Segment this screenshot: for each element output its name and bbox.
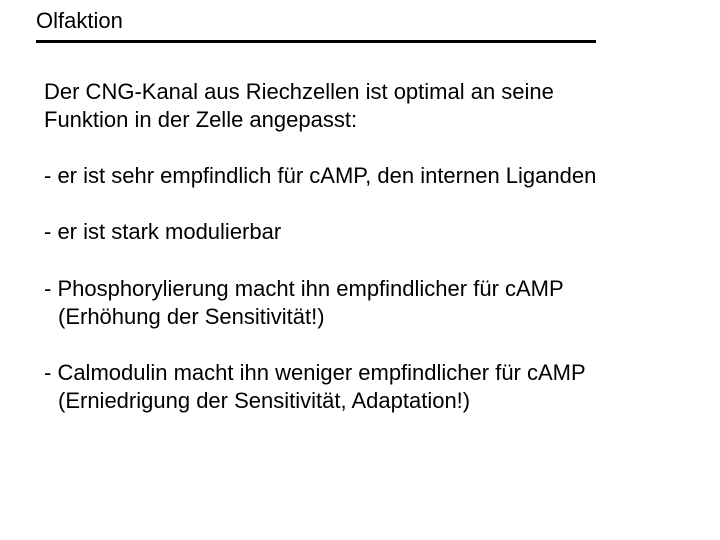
bullet-2: - er ist stark modulierbar <box>44 218 664 246</box>
title-block: Olfaktion <box>36 8 596 43</box>
intro-line-2: Funktion in der Zelle angepasst: <box>44 107 357 132</box>
bullet-4: - Calmodulin macht ihn weniger empfindli… <box>44 359 664 415</box>
bullet-3: - Phosphorylierung macht ihn empfindlich… <box>44 275 664 331</box>
slide-title: Olfaktion <box>36 8 596 38</box>
bullet-3-line-1: - Phosphorylierung macht ihn empfindlich… <box>44 276 564 301</box>
slide: Olfaktion Der CNG-Kanal aus Riechzellen … <box>0 0 720 540</box>
bullet-3-line-2: (Erhöhung der Sensitivität!) <box>44 304 325 329</box>
slide-body: Der CNG-Kanal aus Riechzellen ist optima… <box>44 78 664 443</box>
title-underline <box>36 40 596 43</box>
bullet-1: - er ist sehr empfindlich für cAMP, den … <box>44 162 664 190</box>
bullet-4-line-2: (Erniedrigung der Sensitivität, Adaptati… <box>44 388 470 413</box>
intro-paragraph: Der CNG-Kanal aus Riechzellen ist optima… <box>44 78 664 134</box>
bullet-2-text: - er ist stark modulierbar <box>44 219 281 244</box>
bullet-4-line-1: - Calmodulin macht ihn weniger empfindli… <box>44 360 586 385</box>
intro-line-1: Der CNG-Kanal aus Riechzellen ist optima… <box>44 79 554 104</box>
bullet-1-text: - er ist sehr empfindlich für cAMP, den … <box>44 163 596 188</box>
